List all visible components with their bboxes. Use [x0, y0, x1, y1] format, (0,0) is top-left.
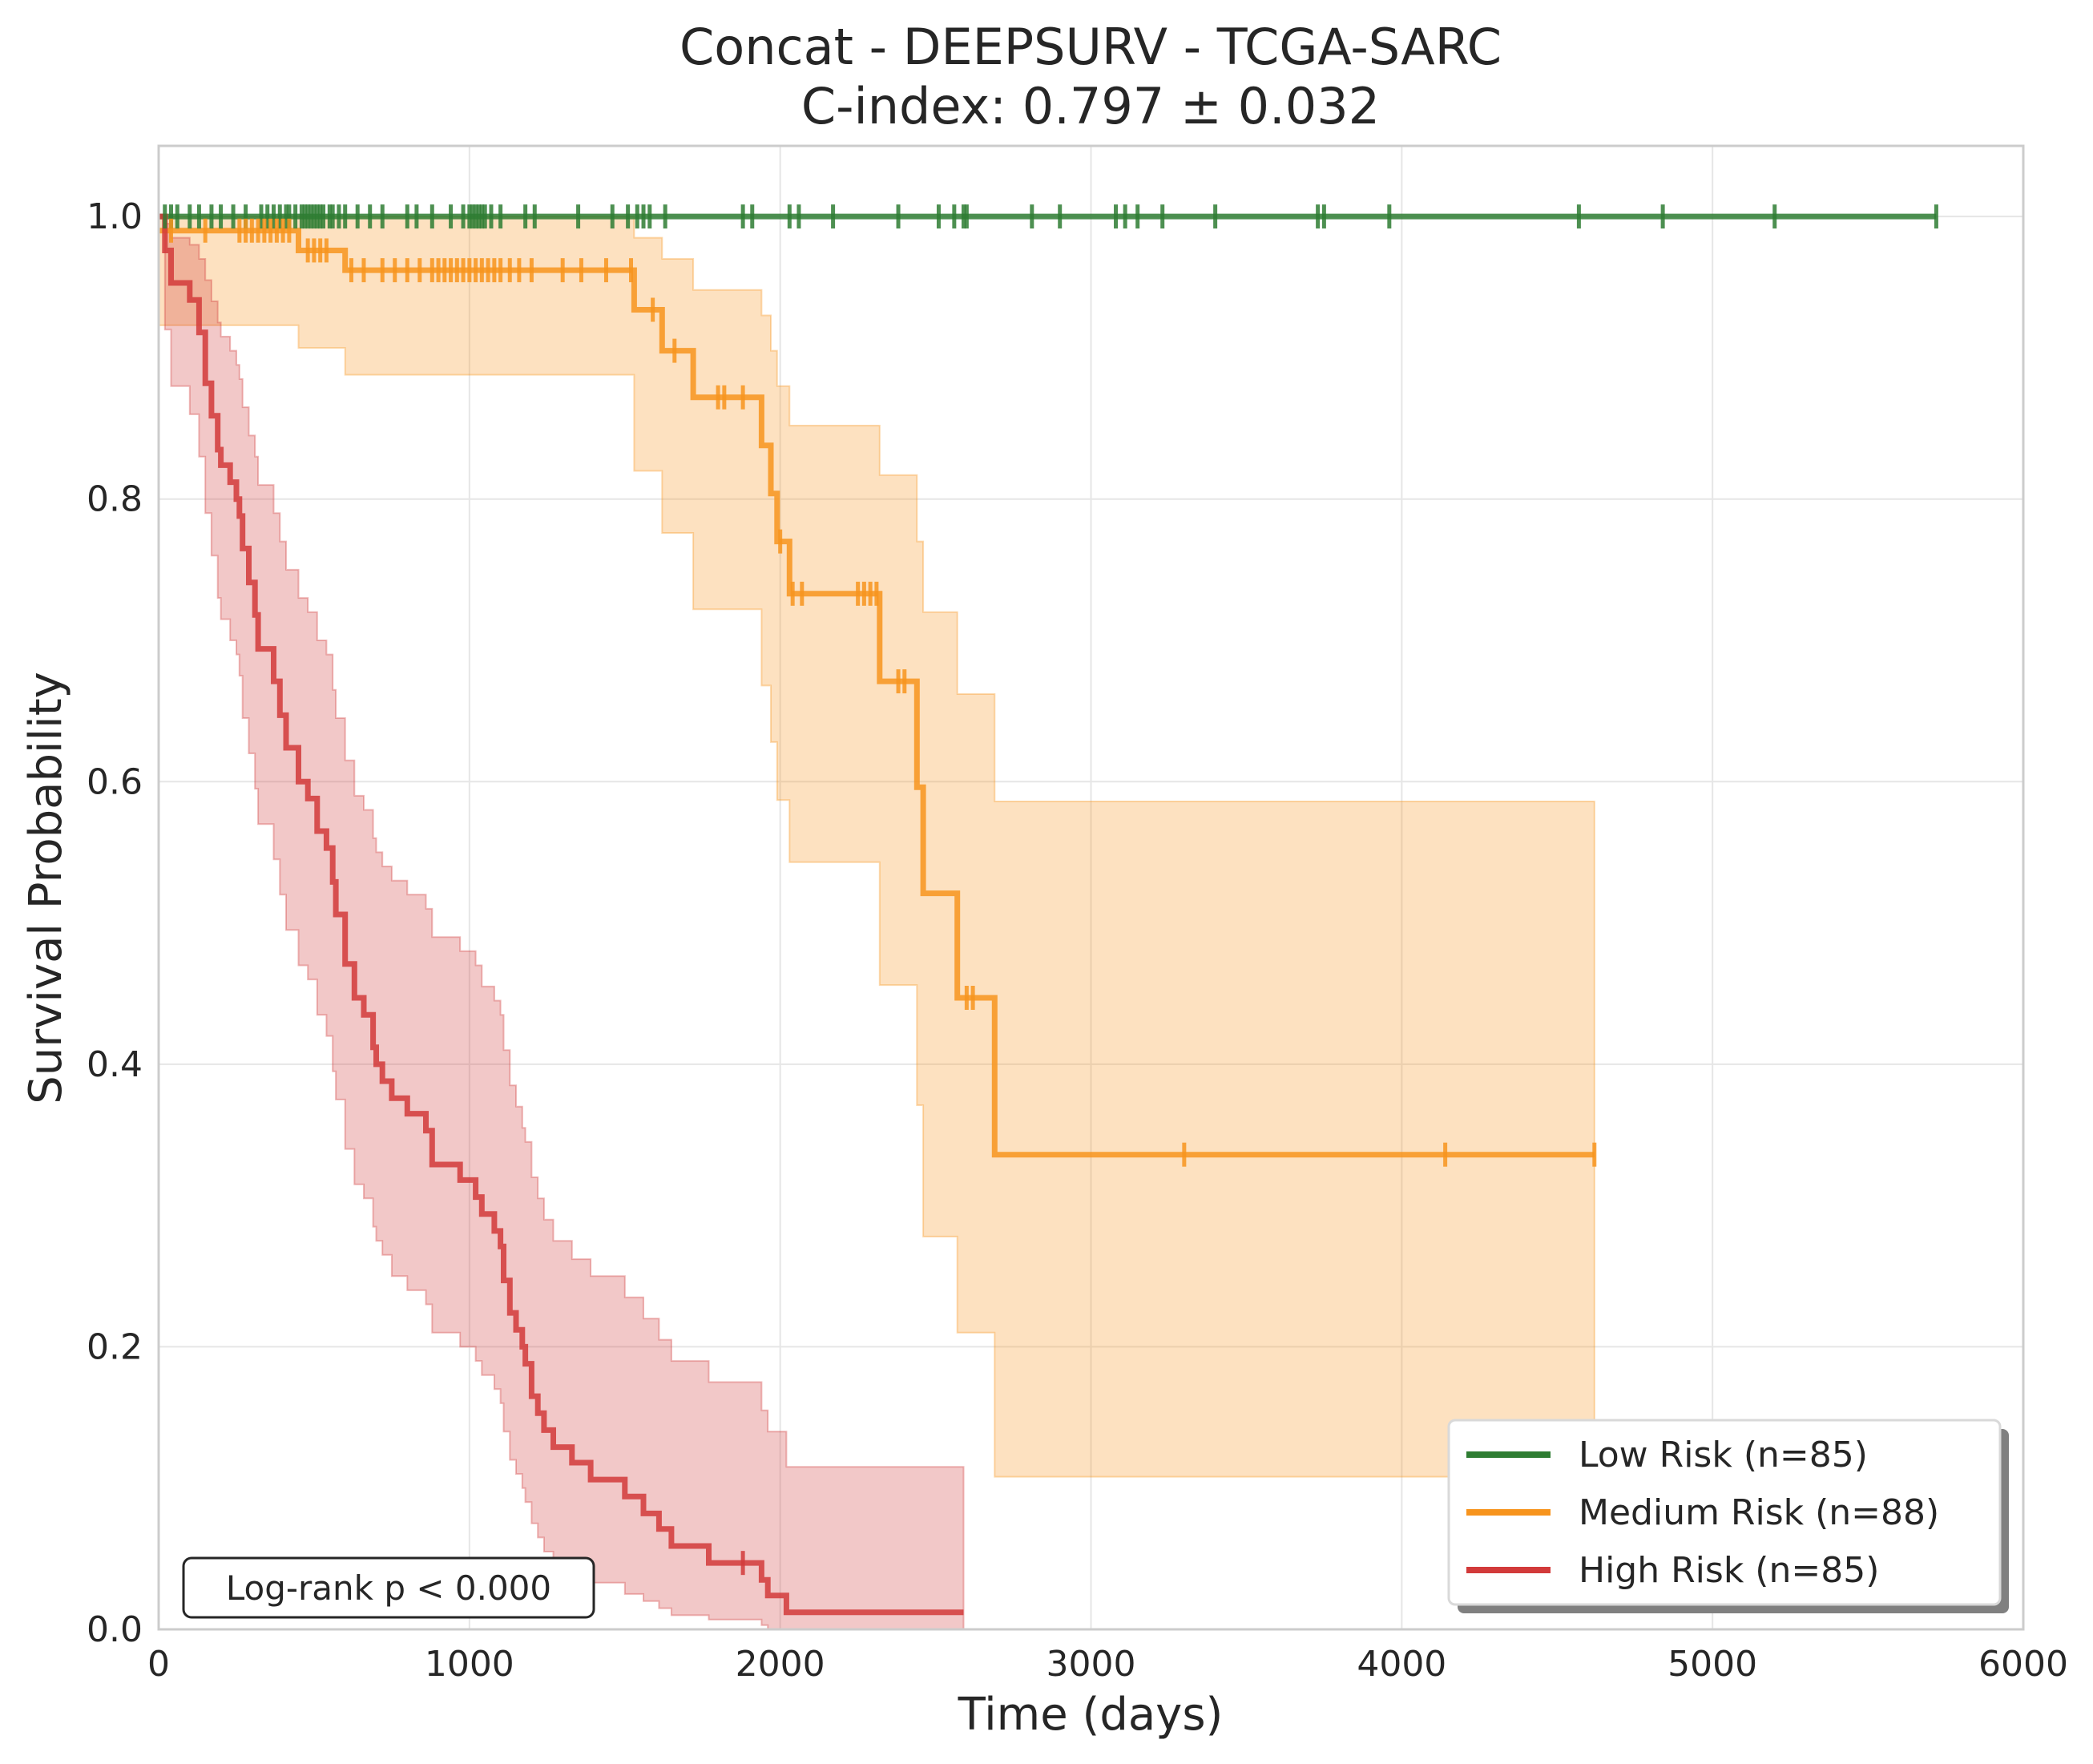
x-axis-ticks: 0 1000 2000 3000 4000 5000 6000 — [147, 1644, 2068, 1685]
pvalue-annotation: Log-rank p < 0.000 — [182, 1556, 595, 1619]
legend-item-high-risk: High Risk (n=85) — [1466, 1550, 1879, 1591]
plot-frame — [157, 144, 2025, 1631]
confidence-bands — [158, 216, 1595, 1630]
legend-label: Low Risk (n=85) — [1579, 1435, 1868, 1475]
y-axis-ticks: 0.0 0.2 0.4 0.6 0.8 1.0 — [87, 196, 143, 1650]
x-tick-label: 6000 — [1978, 1644, 2068, 1685]
y-axis-label: Survival Probability — [20, 672, 72, 1104]
x-tick-label: 2000 — [736, 1644, 825, 1685]
y-tick-label: 0.4 — [87, 1044, 143, 1085]
legend-label: Medium Risk (n=88) — [1579, 1492, 1939, 1533]
y-tick-label: 0.8 — [87, 479, 143, 520]
x-tick-label: 3000 — [1046, 1644, 1136, 1685]
x-tick-label: 4000 — [1357, 1644, 1446, 1685]
y-tick-label: 0.0 — [87, 1609, 143, 1650]
legend-item-medium-risk: Medium Risk (n=88) — [1466, 1492, 1939, 1533]
x-tick-label: 5000 — [1668, 1644, 1757, 1685]
chart-subtitle: C-index: 0.797 ± 0.032 — [801, 77, 1380, 135]
high-risk-ci-band — [159, 216, 965, 1630]
x-axis-label: Time (days) — [958, 1689, 1224, 1741]
medium-risk-curve — [159, 228, 1595, 1158]
y-tick-label: 0.2 — [87, 1326, 143, 1367]
legend: Low Risk (n=85) Medium Risk (n=88) High Ri… — [1447, 1419, 2009, 1613]
legend-label: High Risk (n=85) — [1579, 1550, 1879, 1591]
legend-item-low-risk: Low Risk (n=85) — [1466, 1435, 1868, 1475]
chart-title: Concat - DEEPSURV - TCGA-SARC — [680, 18, 1502, 76]
x-tick-label: 0 — [147, 1644, 170, 1685]
medium-risk-ci-band — [158, 216, 1595, 1478]
y-tick-label: 1.0 — [87, 196, 143, 237]
x-tick-label: 1000 — [425, 1644, 514, 1685]
pvalue-text: Log-rank p < 0.000 — [226, 1568, 551, 1608]
legend-box — [1447, 1419, 2002, 1606]
high-risk-curve — [159, 213, 964, 1616]
censor-marks — [163, 204, 1938, 1576]
survival-curves — [159, 213, 1937, 1616]
y-tick-label: 0.6 — [87, 761, 143, 802]
